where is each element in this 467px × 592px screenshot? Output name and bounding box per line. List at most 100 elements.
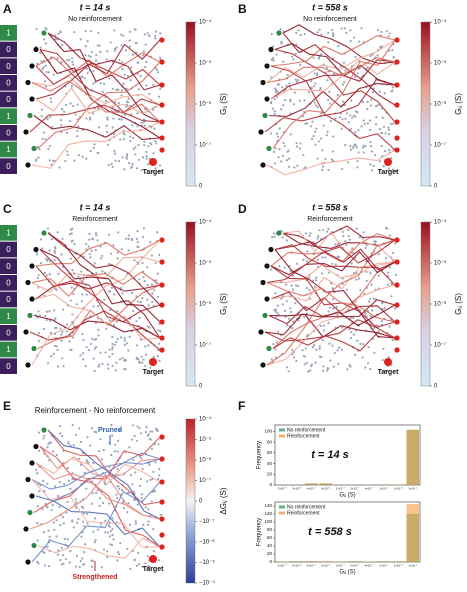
node [367,300,371,303]
node [62,554,65,557]
node [274,88,278,92]
node [62,522,65,525]
node [121,156,124,159]
node [336,313,339,316]
node [113,343,116,347]
node [382,347,385,350]
node [273,112,276,115]
bar [305,561,318,562]
node [90,50,93,54]
node [118,553,121,556]
node [349,365,352,368]
node [154,30,157,33]
node [313,72,316,75]
node [329,119,333,123]
node [44,138,47,141]
node [136,425,139,428]
electrode [23,526,29,532]
node [373,351,376,354]
electrode [159,37,165,43]
node [71,477,74,481]
node [324,157,327,161]
node [322,324,325,327]
bar [392,484,405,485]
node [304,122,307,125]
electrode [394,237,400,243]
edge [270,65,396,151]
node [302,110,306,113]
node [384,226,388,230]
node [362,119,365,122]
node [358,309,362,312]
edge [47,32,161,91]
node [144,345,147,348]
node [128,30,131,33]
node [90,502,93,505]
edge [282,32,396,106]
node [286,324,289,327]
node [331,150,334,153]
node [37,449,41,452]
node [93,541,96,544]
node [118,487,121,490]
node [316,106,319,109]
node [356,166,359,169]
node [53,251,57,254]
node [111,517,114,520]
node [116,439,120,442]
node [37,156,40,159]
edge [35,293,161,340]
electrode [394,347,400,353]
node [331,344,334,347]
node [357,151,360,154]
node [133,28,136,31]
node [380,319,383,323]
y-tick-label: 20 [267,551,273,556]
node [98,44,101,47]
node [126,511,129,514]
node [333,72,336,76]
node [88,118,92,121]
node [45,70,48,74]
edge [35,265,161,339]
node [68,120,72,123]
electrode [394,302,400,308]
node [291,348,294,352]
node [291,288,294,291]
node [281,303,284,306]
node [143,124,146,127]
node [366,107,369,111]
node [98,497,101,500]
edge [35,65,161,123]
node [37,286,40,289]
node [332,365,335,368]
node [375,116,378,119]
node [89,30,93,33]
legend-label: No reinforcement [287,504,326,510]
node [292,356,296,359]
node [147,523,150,526]
node [383,369,386,372]
node [272,59,275,62]
node [326,369,329,372]
target-label: Target [143,169,165,176]
colorbar-tick-label: −10⁻⁷ [199,518,215,525]
colorbar [420,221,431,387]
node [141,236,145,239]
node [136,240,139,243]
y-tick-label: 40 [267,543,273,548]
node [89,55,92,58]
node [324,256,327,259]
target-label: Target [378,169,400,176]
node [315,73,318,77]
node [45,257,48,260]
node [147,163,150,166]
node [355,271,358,275]
node [81,332,84,336]
node [51,125,54,129]
node [127,502,130,505]
node [388,148,391,152]
node [60,339,63,342]
node [354,110,358,113]
node [112,538,115,541]
